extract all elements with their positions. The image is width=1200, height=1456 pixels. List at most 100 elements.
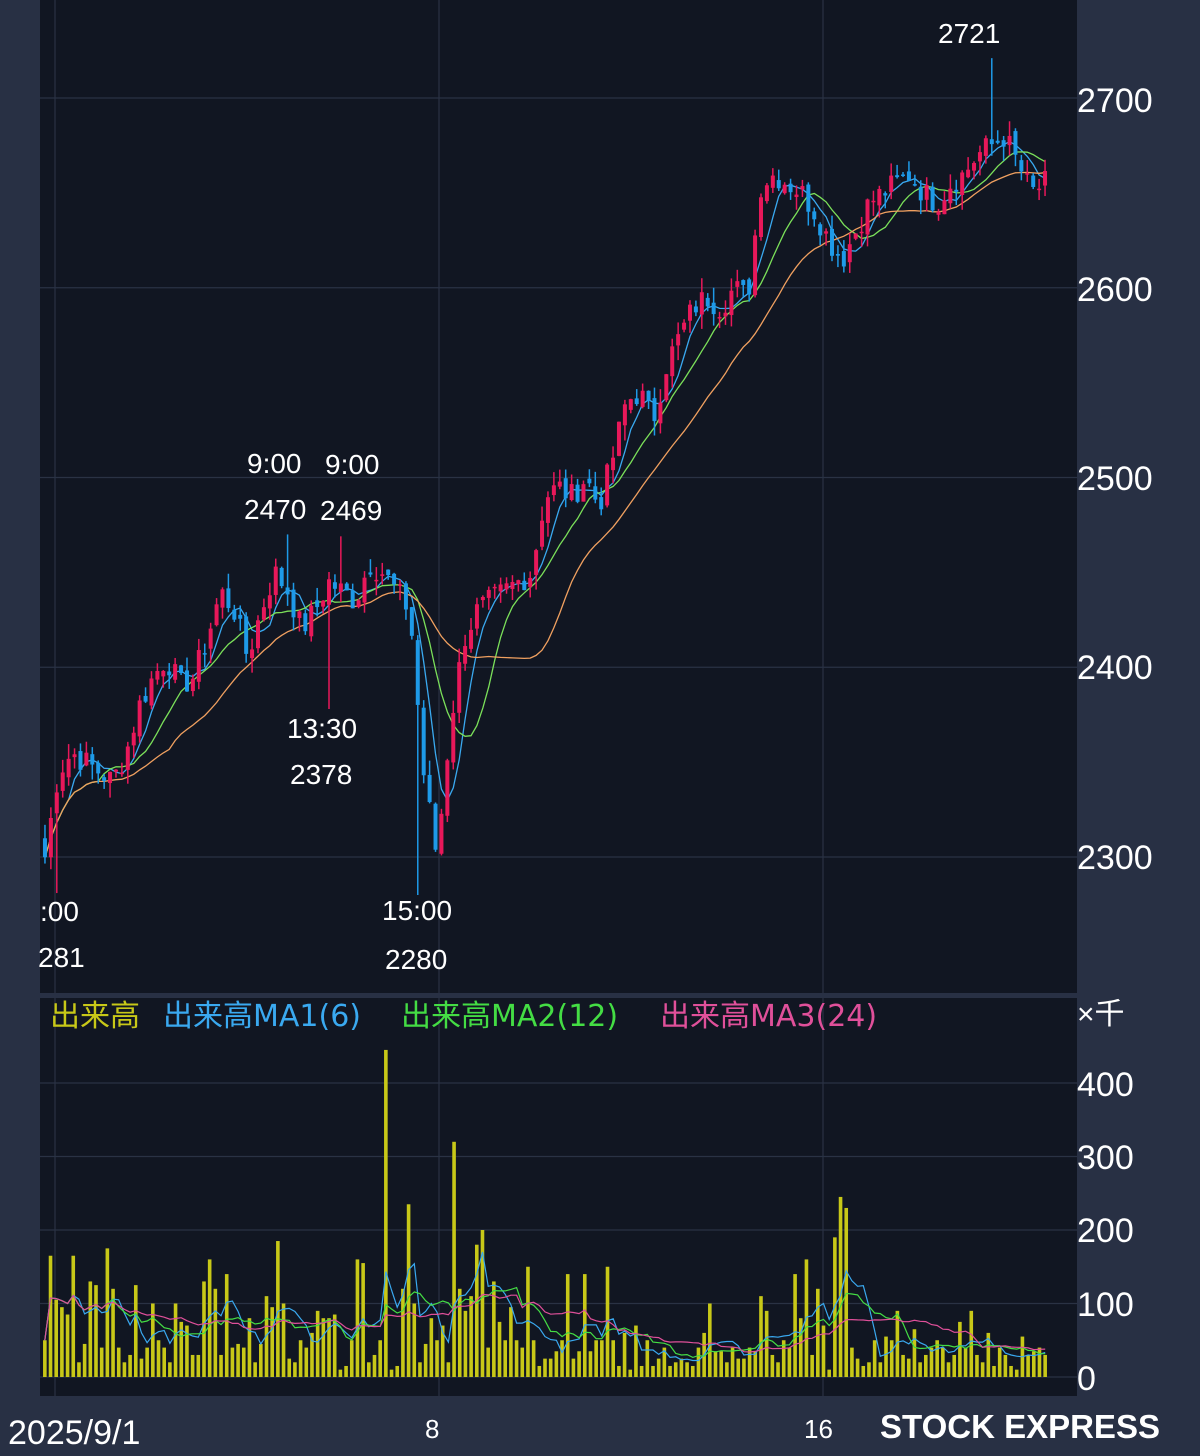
price-tick-label: 2700 xyxy=(1077,82,1153,120)
candle-body xyxy=(599,497,604,510)
candle-body xyxy=(167,671,172,676)
candle-body xyxy=(486,589,491,598)
volume-bar xyxy=(690,1365,695,1377)
volume-bar xyxy=(872,1340,877,1377)
candle-body xyxy=(427,774,432,803)
volume-bar xyxy=(906,1358,911,1377)
candle-body xyxy=(989,139,994,145)
candle-body xyxy=(143,695,148,702)
volume-bar xyxy=(133,1285,138,1377)
candle-body xyxy=(693,306,698,313)
candle-body xyxy=(445,760,450,816)
candle-body xyxy=(350,590,355,609)
candle-body xyxy=(966,169,971,178)
x-tick-label: 8 xyxy=(425,1414,439,1444)
volume-bar xyxy=(111,1288,115,1377)
volume-bar xyxy=(173,1303,178,1377)
candle-body xyxy=(930,186,935,211)
candle-body xyxy=(356,600,361,607)
candle-body xyxy=(131,732,136,746)
volume-bar xyxy=(1003,1354,1008,1377)
volume-bar xyxy=(537,1365,542,1377)
volume-bar xyxy=(969,1310,974,1377)
volume-bar xyxy=(838,1196,843,1377)
candle-body xyxy=(285,587,290,595)
candle-body xyxy=(66,758,71,778)
candle-body xyxy=(362,577,367,603)
candle-body xyxy=(859,231,864,234)
volume-bar xyxy=(418,1362,422,1377)
volume-bar xyxy=(54,1299,59,1377)
candle-body xyxy=(421,707,426,776)
volume-bar xyxy=(816,1288,820,1377)
candle-body xyxy=(261,607,266,620)
price-grid xyxy=(40,97,1077,858)
candle-body xyxy=(125,746,130,770)
candle-body xyxy=(847,244,852,263)
volume-bar xyxy=(1037,1347,1042,1377)
volume-bar xyxy=(787,1347,792,1377)
volume-bar xyxy=(554,1351,559,1377)
volume-bar xyxy=(82,1343,87,1377)
volume-bar xyxy=(770,1354,775,1377)
volume-bar xyxy=(384,1049,388,1377)
candle-body xyxy=(581,484,586,502)
volume-bar xyxy=(338,1369,343,1377)
x-tick-label: 16 xyxy=(804,1414,833,1444)
volume-bar xyxy=(259,1343,263,1377)
candle-body xyxy=(492,586,497,589)
price-tick-label: 2300 xyxy=(1077,839,1153,877)
candle-body xyxy=(699,292,704,315)
candle-body xyxy=(149,678,154,706)
candle-body xyxy=(889,175,894,192)
candle-body xyxy=(184,670,189,692)
candle-body xyxy=(244,616,249,654)
candle-body xyxy=(540,520,545,547)
price-tick-label: 2500 xyxy=(1077,460,1153,498)
candle-body xyxy=(682,322,687,330)
candle-body xyxy=(575,484,580,502)
candle-body xyxy=(504,583,509,590)
candle-body xyxy=(54,792,59,814)
candle-body xyxy=(611,457,616,471)
volume-bar xyxy=(71,1255,76,1377)
volume-bar xyxy=(440,1325,445,1377)
candle-body xyxy=(516,580,521,585)
volume-bar xyxy=(446,1362,451,1377)
volume-bar xyxy=(60,1307,64,1377)
volume-bar xyxy=(77,1362,81,1377)
candle-body xyxy=(451,712,456,763)
volume-bar xyxy=(548,1358,553,1377)
candle-body xyxy=(942,200,947,215)
volume-bar xyxy=(128,1354,132,1377)
volume-bar xyxy=(99,1347,104,1377)
candle-body xyxy=(717,317,722,319)
annotation-value: 2721 xyxy=(938,18,1000,49)
volume-bar xyxy=(503,1340,508,1377)
volume-bar xyxy=(372,1354,377,1377)
volume-bar xyxy=(713,1351,718,1377)
candle-body xyxy=(977,152,982,162)
volume-bar xyxy=(367,1362,371,1377)
volume-bar xyxy=(304,1347,309,1377)
candle-body xyxy=(380,574,385,576)
volume-bar xyxy=(617,1365,621,1377)
candle-body xyxy=(729,290,734,316)
candle-body xyxy=(616,421,621,456)
volume-bar xyxy=(798,1318,803,1377)
volume-bar xyxy=(122,1362,127,1377)
candle-body xyxy=(622,404,627,426)
volume-bar xyxy=(247,1318,252,1377)
volume-bar xyxy=(457,1288,462,1377)
candle-body xyxy=(255,620,260,649)
candle-body xyxy=(480,596,485,601)
volume-bar xyxy=(662,1347,667,1377)
candle-body xyxy=(374,579,379,582)
volume-bar xyxy=(514,1340,519,1377)
candle-body xyxy=(551,485,556,496)
volume-bar xyxy=(742,1358,746,1377)
candle-body xyxy=(90,754,95,765)
volume-bar xyxy=(241,1347,246,1377)
volume-bar xyxy=(429,1318,434,1377)
volume-bar xyxy=(287,1358,292,1377)
